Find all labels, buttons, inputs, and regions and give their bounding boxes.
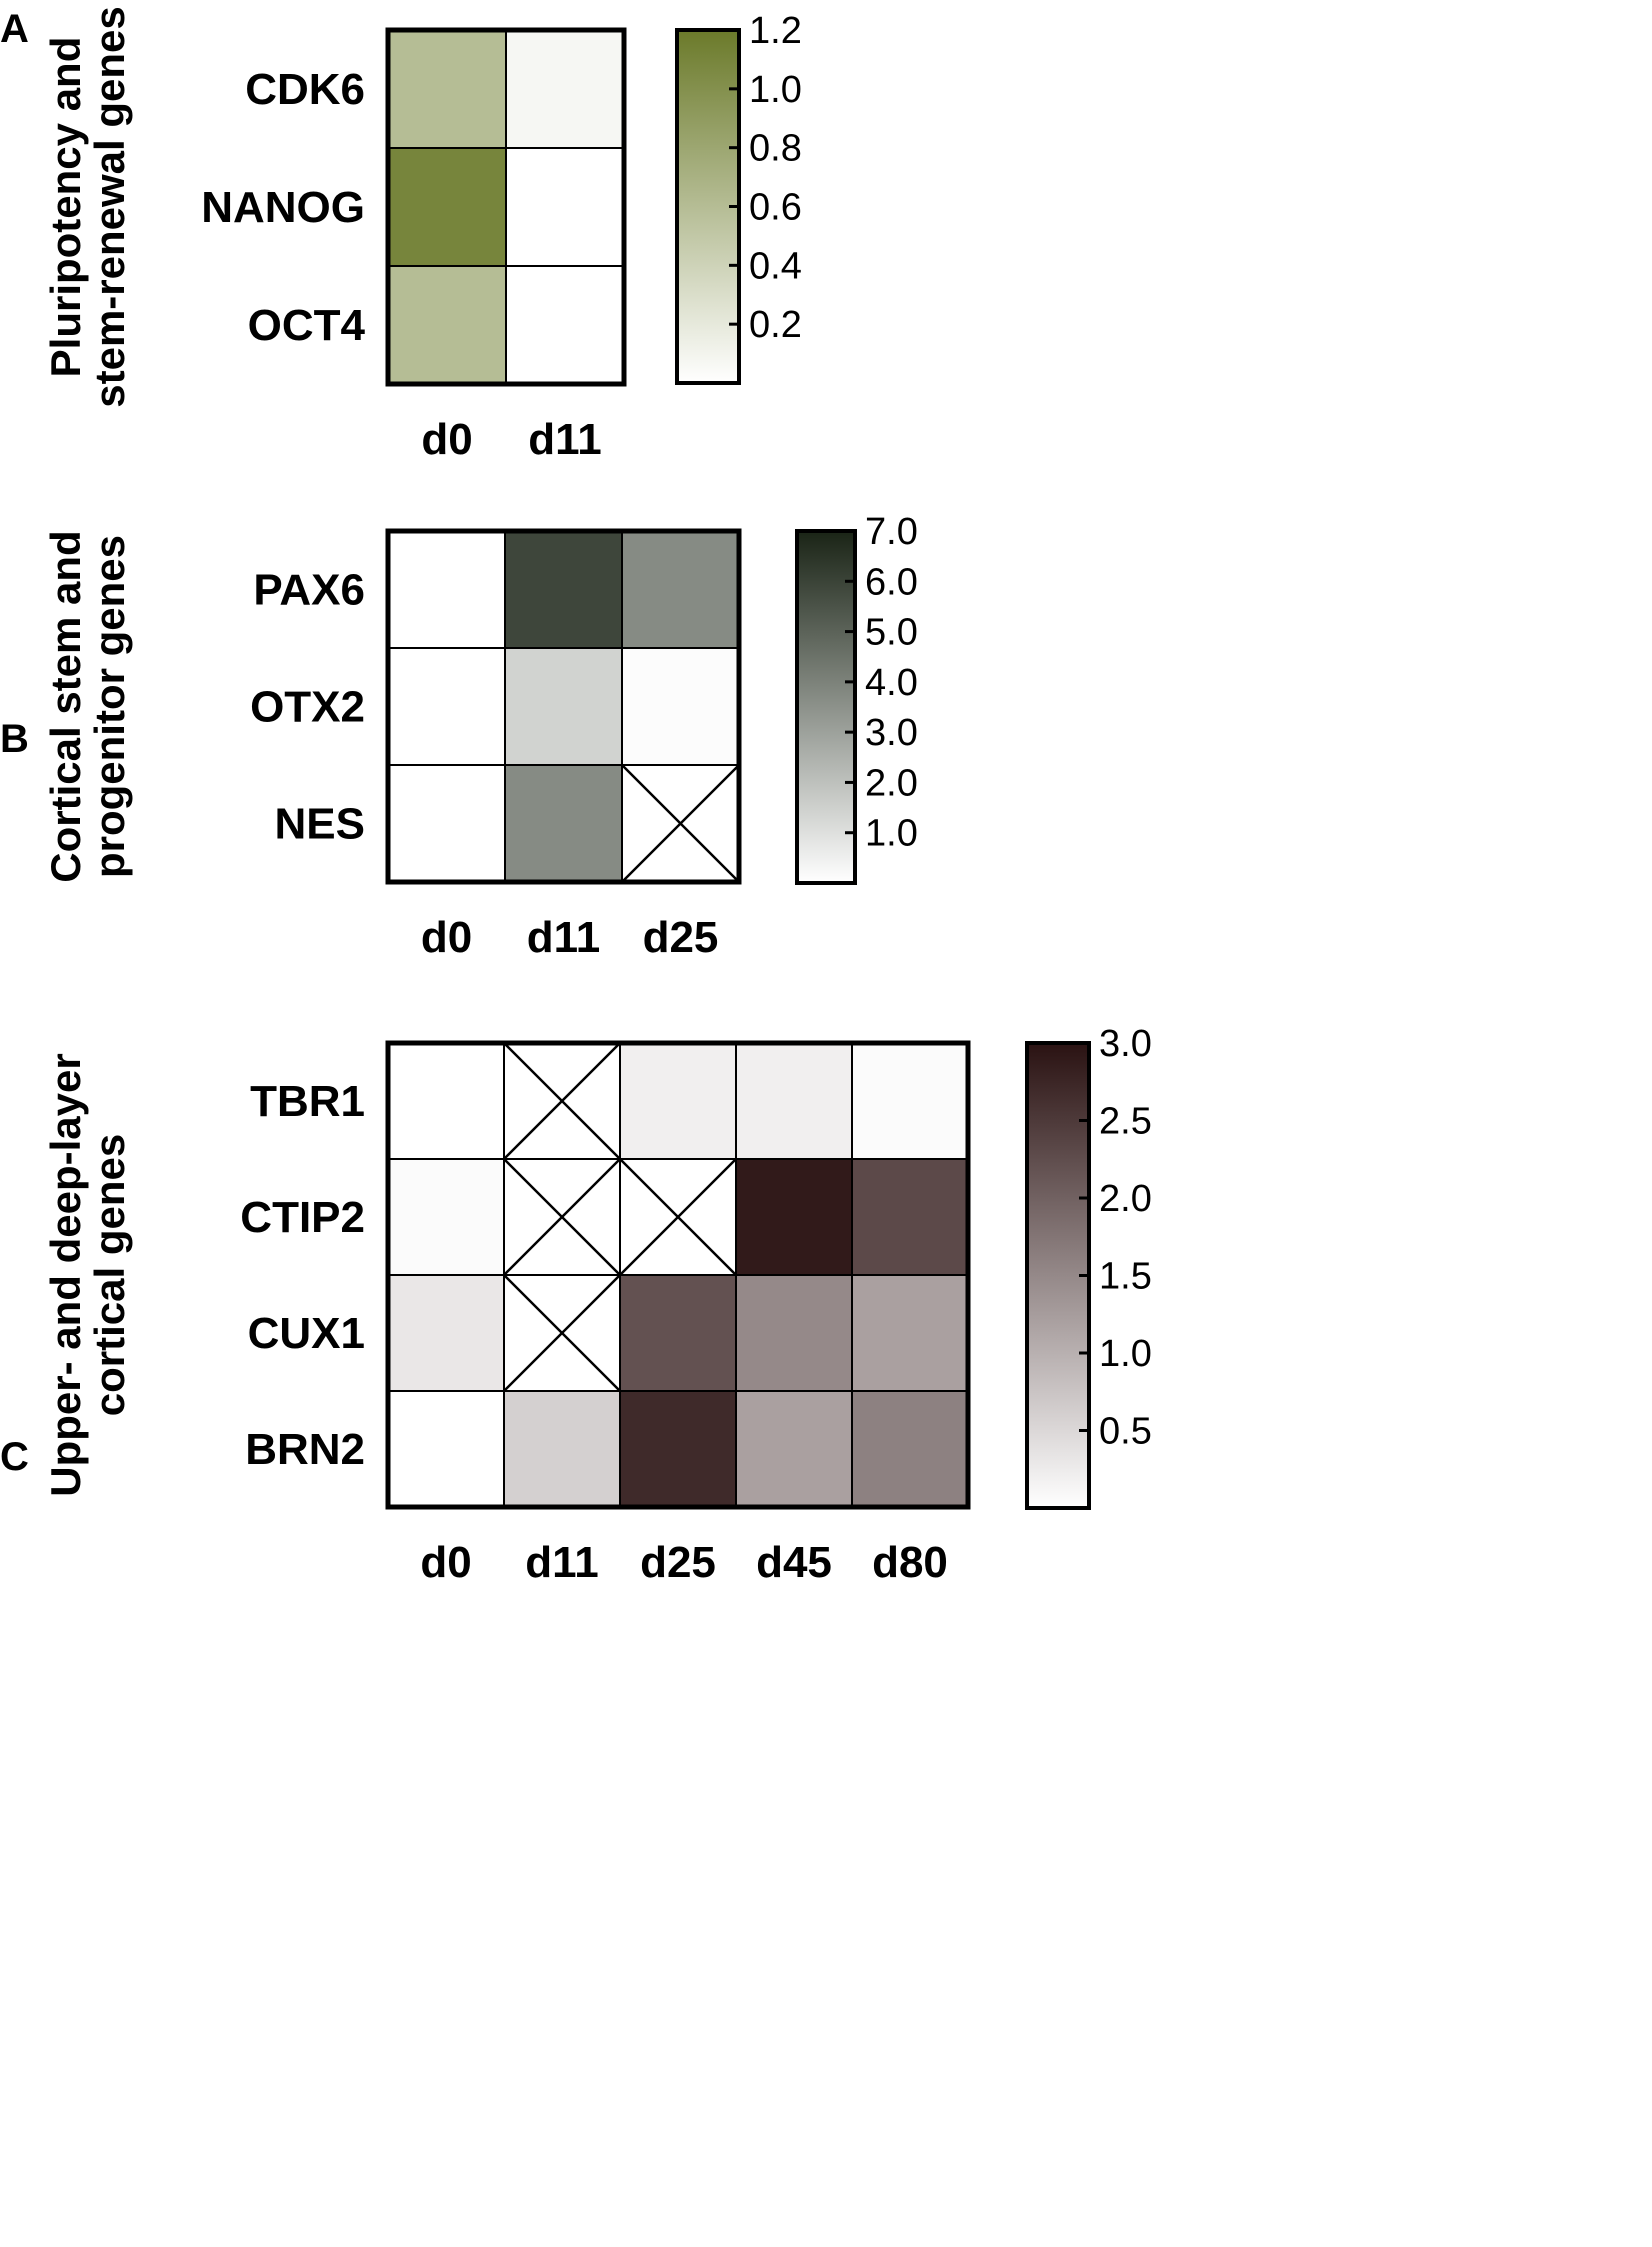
heatmap-cell-b-otx2-d0: [387, 647, 506, 766]
heatmap-cell-c-cux1-d25: [619, 1274, 737, 1392]
heatmap-cell-c-ctip2-d80: [851, 1158, 969, 1276]
panel-a-letter: A: [0, 7, 29, 51]
column-label-d11: d11: [528, 415, 601, 464]
y-axis-title-b: Cortical stem andprogenitor genes: [42, 530, 133, 882]
heatmap-cell-c-brn2-d0: [387, 1390, 505, 1508]
colorbar-tick-label: 0.4: [749, 245, 802, 287]
column-label-d0: d0: [421, 415, 472, 464]
row-label-brn2: BRN2: [245, 1425, 365, 1474]
column-label-d25: d25: [643, 913, 719, 962]
column-label-d80: d80: [872, 1538, 948, 1587]
heatmap-cell-c-tbr1-d0: [387, 1042, 505, 1160]
colorbar-tick-label: 3.0: [865, 712, 918, 754]
colorbar-c: [1025, 1041, 1091, 1510]
heatmap-cell-c-cux1-d45: [735, 1274, 853, 1392]
heatmap-cell-a-nanog-d11: [505, 147, 625, 267]
colorbar-tick-label: 7.0: [865, 511, 918, 553]
heatmap-cell-b-pax6-d25: [621, 530, 740, 649]
heatmap-cell-c-ctip2-d0: [387, 1158, 505, 1276]
colorbar-tick-label: 1.0: [865, 813, 918, 855]
y-axis-title-a: Pluripotency andstem-renewal genes: [42, 6, 133, 408]
y-axis-title-line: progenitor genes: [86, 535, 133, 878]
y-axis-title-line: cortical genes: [86, 1134, 133, 1416]
colorbar-tick-label: 2.5: [1099, 1101, 1152, 1143]
heatmap-cell-b-nes-d0: [387, 764, 506, 883]
heatmap-cell-b-pax6-d11: [504, 530, 623, 649]
colorbar-tick-label: 5.0: [865, 612, 918, 654]
column-label-d45: d45: [756, 1538, 832, 1587]
heatmap-frame-b: [385, 528, 742, 885]
column-label-d11: d11: [525, 1538, 598, 1587]
heatmap-cell-c-tbr1-d80: [851, 1042, 969, 1160]
row-label-cdk6: CDK6: [245, 65, 365, 114]
colorbar-tick-label: 1.2: [749, 10, 802, 52]
column-label-d11: d11: [527, 913, 600, 962]
row-label-pax6: PAX6: [253, 566, 365, 615]
missing-cross-mark: [503, 1274, 621, 1392]
heatmap-cell-a-nanog-d0: [387, 147, 507, 267]
heatmap-cell-b-otx2-d25: [621, 647, 740, 766]
y-axis-title-line: Cortical stem and: [42, 530, 89, 882]
row-label-tbr1: TBR1: [250, 1077, 365, 1126]
heatmap-cell-c-tbr1-d45: [735, 1042, 853, 1160]
panel-a: A CDK6 NANOG OCT4 d0 d11 Pluripotency andstem…: [0, 6, 802, 464]
row-label-ctip2: CTIP2: [240, 1193, 365, 1242]
colorbar-tick-label: 2.0: [1099, 1178, 1152, 1220]
heatmap-cell-a-cdk6-d0: [387, 29, 507, 149]
missing-cross-mark: [503, 1158, 621, 1276]
heatmap-cell-a-oct4-d11: [505, 265, 625, 385]
heatmap-cell-c-brn2-d25: [619, 1390, 737, 1508]
panel-b-letter: B: [0, 717, 29, 761]
colorbar-tick-label: 3.0: [1099, 1023, 1152, 1065]
y-axis-title-line: stem-renewal genes: [86, 6, 133, 408]
column-label-d0: d0: [421, 913, 472, 962]
column-label-d25: d25: [640, 1538, 716, 1587]
colorbar-tick-label: 0.8: [749, 128, 802, 170]
missing-cross-mark: [621, 764, 740, 883]
heatmap-frame-c: [385, 1040, 971, 1510]
colorbar-tick-label: 1.5: [1099, 1256, 1152, 1298]
colorbar-tick-label: 0.2: [749, 304, 802, 346]
heatmap-cell-c-ctip2-d45: [735, 1158, 853, 1276]
row-label-otx2: OTX2: [250, 683, 365, 732]
heatmap-cell-c-brn2-d80: [851, 1390, 969, 1508]
colorbar-tick-label: 1.0: [749, 69, 802, 111]
y-axis-title-c: Upper- and deep-layercortical genes: [42, 1053, 133, 1496]
row-label-nes: NES: [275, 800, 365, 849]
row-label-nanog: NANOG: [201, 183, 365, 232]
missing-cross-mark: [503, 1042, 621, 1160]
panel-c-letter: C: [0, 1435, 29, 1479]
heatmap-frame-a: [385, 27, 627, 387]
colorbar-a: [675, 28, 741, 385]
row-label-cux1: CUX1: [248, 1309, 365, 1358]
heatmap-cell-c-cux1-d0: [387, 1274, 505, 1392]
y-axis-title-line: Upper- and deep-layer: [42, 1053, 89, 1496]
heatmap-cell-b-pax6-d0: [387, 530, 506, 649]
column-label-d0: d0: [420, 1538, 471, 1587]
colorbar-tick-label: 0.5: [1099, 1411, 1152, 1453]
panel-b: B PAX6 OTX2 NES d0 d11 d25 Cortical stem andpr…: [0, 511, 918, 962]
heatmap-cell-a-oct4-d0: [387, 265, 507, 385]
y-axis-title-line: Pluripotency and: [42, 37, 89, 378]
colorbar-tick-label: 2.0: [865, 762, 918, 804]
heatmap-cell-a-cdk6-d11: [505, 29, 625, 149]
heatmap-cell-c-tbr1-d25: [619, 1042, 737, 1160]
row-label-oct4: OCT4: [248, 301, 366, 350]
colorbar-tick-label: 6.0: [865, 561, 918, 603]
heatmap-cell-c-brn2-d11: [503, 1390, 621, 1508]
panel-c: C TBR1 CTIP2 CUX1 BRN2 d0 d11 d25 d45 d80 Upper- …: [0, 1023, 1152, 1587]
colorbar-tick-label: 0.6: [749, 187, 802, 229]
heatmap-cell-c-brn2-d45: [735, 1390, 853, 1508]
heatmap-cell-b-nes-d11: [504, 764, 623, 883]
missing-cross-mark: [619, 1158, 737, 1276]
colorbar-tick-label: 1.0: [1099, 1333, 1152, 1375]
heatmap-cell-c-cux1-d80: [851, 1274, 969, 1392]
colorbar-b: [795, 529, 857, 885]
colorbar-tick-label: 4.0: [865, 662, 918, 704]
heatmap-cell-b-otx2-d11: [504, 647, 623, 766]
